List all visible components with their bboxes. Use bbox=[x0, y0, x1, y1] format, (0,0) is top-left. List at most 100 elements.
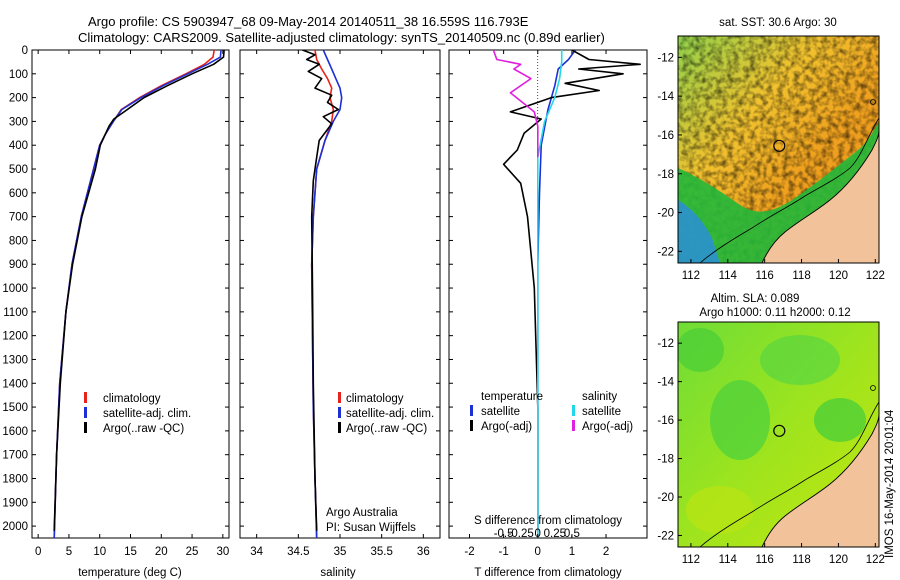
sla-map-axes: 112 114 116 118 120 122 -12 -14 -16 -18 -20 -22 bbox=[657, 338, 885, 566]
sla-blob bbox=[760, 335, 840, 385]
sst-map-axes: 112 114 116 118 120 122 -12 -14 -16 -18 -20 -22 bbox=[657, 52, 885, 282]
map-y-tick-label: -20 bbox=[657, 492, 674, 504]
series-line-argo-raw-qc- bbox=[302, 50, 340, 531]
legend-swatch-argo bbox=[338, 422, 341, 433]
x-tick-label: 5 bbox=[66, 546, 72, 558]
map-x-tick-label: 120 bbox=[829, 270, 848, 282]
x-tick-label: 0 bbox=[535, 546, 541, 558]
legend-label-satellite: satellite-adj. clim. bbox=[346, 408, 434, 420]
legend-label-climatology: climatology bbox=[346, 393, 404, 405]
x-tick-label: 30 bbox=[216, 546, 229, 558]
x-tick-label: 34 bbox=[250, 546, 263, 558]
sst-isobath-contour bbox=[699, 117, 879, 263]
difference-xlabel: T difference from climatology bbox=[474, 567, 621, 579]
map-x-tick-label: 112 bbox=[682, 554, 700, 566]
legend-swatch-temp-argo bbox=[470, 420, 473, 431]
series-line-salinity-satellite bbox=[536, 50, 563, 538]
map-y-tick-label: -12 bbox=[657, 338, 674, 350]
sst-blue-patch bbox=[678, 200, 720, 263]
sla-map-title-line2: Argo h1000: 0.11 h2000: 0.12 bbox=[699, 307, 850, 319]
legend-label-temp-satellite: satellite bbox=[481, 406, 520, 418]
sla-blob bbox=[678, 328, 724, 372]
x-tick-label: 2 bbox=[603, 546, 609, 558]
legend-swatch-climatology bbox=[84, 392, 87, 403]
y-tick-label: 800 bbox=[9, 235, 28, 247]
map-x-tick-label: 116 bbox=[755, 554, 773, 566]
x-tick-label: 35 bbox=[334, 546, 347, 558]
y-tick-label: 2000 bbox=[2, 521, 28, 533]
difference-xlabel-top: S difference from climatology bbox=[474, 515, 622, 527]
y-tick-label: 1100 bbox=[3, 307, 28, 319]
series-line-temperature-argo-adj- bbox=[502, 50, 642, 531]
x-tick-label-top: 0.5 bbox=[564, 528, 580, 540]
map-y-tick-label: -14 bbox=[657, 377, 674, 389]
map-y-tick-label: -16 bbox=[657, 130, 674, 142]
x-tick-label-top: 0.25 bbox=[544, 528, 566, 540]
difference-panel-frame bbox=[448, 49, 648, 539]
temperature-axes: 0 5 10 15 20 25 300100200300400500600700800900… bbox=[2, 45, 229, 558]
legend-swatch-temp-satellite bbox=[470, 405, 473, 416]
sla-isobath-contour bbox=[699, 401, 879, 547]
difference-plot bbox=[492, 50, 642, 538]
sla-island-marker bbox=[870, 385, 876, 391]
legend-label-climatology: climatology bbox=[103, 393, 161, 405]
map-x-tick-label: 116 bbox=[755, 270, 773, 282]
legend-label-sal-argo: Argo(-adj) bbox=[582, 421, 633, 433]
y-tick-label: 100 bbox=[9, 69, 28, 81]
sst-argo-location-marker bbox=[773, 139, 786, 152]
sst-island-marker bbox=[870, 99, 876, 105]
map-x-tick-label: 122 bbox=[866, 554, 885, 566]
series-line-temperature-satellite bbox=[536, 50, 576, 538]
map-x-tick-label: 112 bbox=[682, 270, 700, 282]
y-tick-label: 1900 bbox=[2, 497, 28, 509]
x-tick-label: 10 bbox=[93, 546, 106, 558]
map-x-tick-label: 114 bbox=[719, 270, 738, 282]
legend-label-satellite: satellite-adj. clim. bbox=[103, 408, 191, 420]
x-tick-label: 0 bbox=[35, 546, 41, 558]
x-tick-label: 36 bbox=[417, 546, 430, 558]
y-tick-label: 1700 bbox=[2, 450, 28, 462]
salinity-annotation-line1: Argo Australia bbox=[326, 507, 398, 519]
sst-coastline bbox=[761, 129, 879, 263]
y-tick-label: 1200 bbox=[2, 331, 28, 343]
y-tick-label: 900 bbox=[9, 259, 28, 271]
salinity-xlabel: salinity bbox=[320, 567, 355, 579]
map-x-tick-label: 118 bbox=[792, 270, 810, 282]
map-x-tick-label: 118 bbox=[792, 554, 810, 566]
figure-title-line2: Climatology: CARS2009. Satellite-adjuste… bbox=[78, 30, 605, 45]
map-x-tick-label: 120 bbox=[829, 554, 848, 566]
temperature-xlabel: temperature (deg C) bbox=[78, 567, 182, 579]
y-tick-label: 200 bbox=[9, 93, 28, 105]
sst-land bbox=[762, 130, 879, 263]
x-tick-label: 20 bbox=[155, 546, 168, 558]
legend-label-argo: Argo(..raw -QC) bbox=[103, 423, 184, 435]
sst-map-title: sat. SST: 30.6 Argo: 30 bbox=[719, 17, 837, 29]
map-y-tick-label: -20 bbox=[657, 208, 674, 220]
salinity-plot bbox=[302, 50, 343, 538]
series-line-salinity-argo-adj- bbox=[492, 50, 539, 158]
legend-title-temperature: temperature bbox=[481, 391, 543, 403]
y-tick-label: 300 bbox=[9, 116, 28, 128]
sla-blob bbox=[710, 380, 770, 460]
sla-argo-location-marker bbox=[773, 424, 786, 437]
x-tick-label: 1 bbox=[569, 546, 575, 558]
difference-legend: temperature salinity satellite Argo(-adj… bbox=[470, 391, 633, 433]
sla-map bbox=[678, 322, 879, 547]
temperature-legend: climatology satellite-adj. clim. Argo(..… bbox=[84, 392, 191, 435]
legend-swatch-sal-argo bbox=[572, 420, 575, 431]
y-tick-label: 0 bbox=[22, 45, 28, 57]
map-y-tick-label: -14 bbox=[657, 91, 674, 103]
y-tick-label: 1300 bbox=[2, 354, 28, 366]
sla-map-frame bbox=[677, 321, 880, 548]
imos-timestamp: IMOS 16-May-2014 20:01:04 bbox=[884, 409, 896, 558]
legend-title-salinity: salinity bbox=[582, 391, 617, 403]
y-tick-label: 1000 bbox=[2, 283, 28, 295]
x-tick-label: 25 bbox=[186, 546, 199, 558]
x-tick-label-top: -0.25 bbox=[508, 528, 534, 540]
sla-coastline bbox=[761, 413, 879, 547]
legend-swatch-sal-satellite bbox=[572, 405, 575, 416]
map-y-tick-label: -22 bbox=[657, 530, 674, 542]
x-tick-label: 35.5 bbox=[370, 546, 392, 558]
temperature-panel-frame bbox=[31, 49, 230, 539]
